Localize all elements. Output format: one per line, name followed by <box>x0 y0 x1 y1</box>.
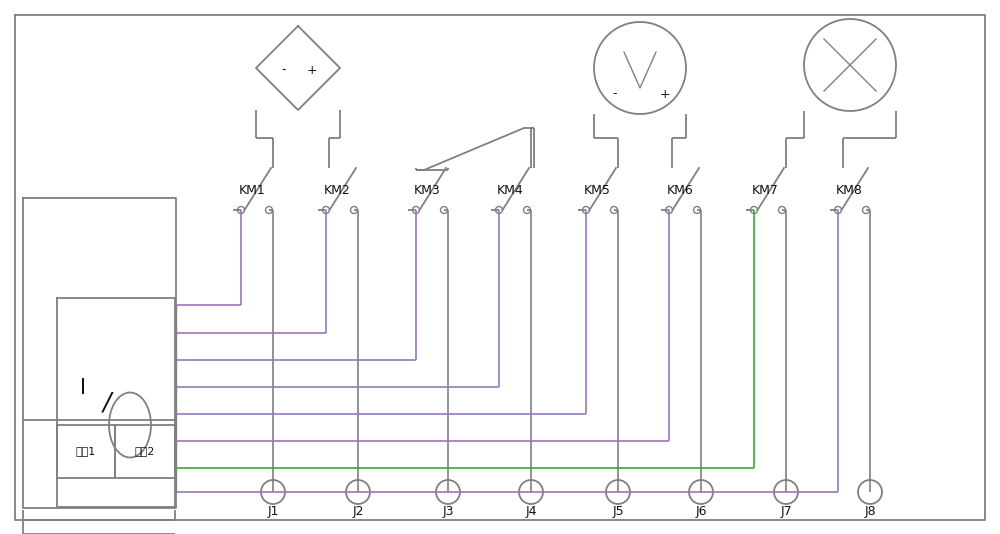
Text: J4: J4 <box>525 506 537 519</box>
Text: KM6: KM6 <box>667 184 693 197</box>
Text: KM4: KM4 <box>497 184 523 197</box>
Text: +: + <box>660 88 670 100</box>
Text: J1: J1 <box>267 506 279 519</box>
Text: J2: J2 <box>352 506 364 519</box>
Text: 线圈2: 线圈2 <box>135 446 155 456</box>
Text: KM7: KM7 <box>752 184 778 197</box>
Text: 线圈1: 线圈1 <box>76 446 96 456</box>
Text: J5: J5 <box>612 506 624 519</box>
Text: /: / <box>103 390 111 414</box>
Text: KM2: KM2 <box>324 184 350 197</box>
Text: J6: J6 <box>695 506 707 519</box>
Text: KM5: KM5 <box>584 184 610 197</box>
Text: KM1: KM1 <box>239 184 265 197</box>
Text: -: - <box>282 64 286 76</box>
Text: J3: J3 <box>442 506 454 519</box>
Text: J8: J8 <box>864 506 876 519</box>
Text: +: + <box>307 64 317 76</box>
Text: -: - <box>613 88 617 100</box>
Text: I: I <box>80 378 86 398</box>
Text: KM3: KM3 <box>414 184 440 197</box>
Text: J7: J7 <box>780 506 792 519</box>
Text: KM8: KM8 <box>836 184 862 197</box>
